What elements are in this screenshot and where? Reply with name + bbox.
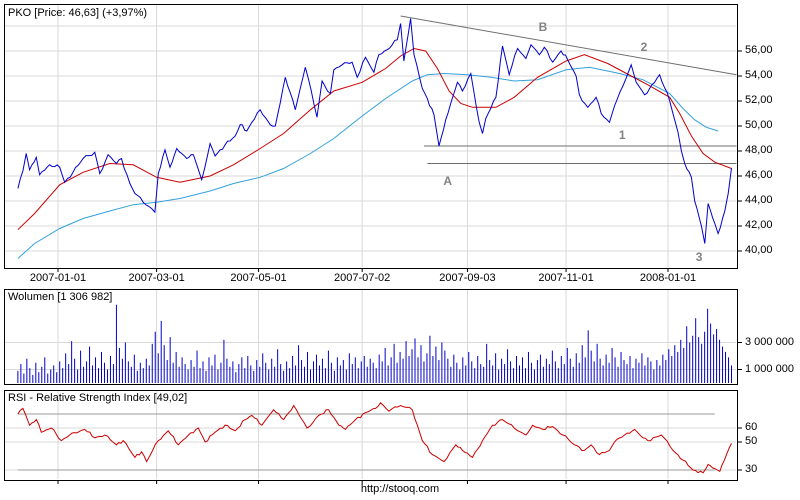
rsi-axis-label: 60 [745,421,758,433]
rsi-panel-border [4,390,738,481]
price-axis-label: 52,00 [745,94,773,106]
annotation-1: 1 [618,127,626,142]
volume-axis-label: 3 000 000 [745,335,794,348]
ma-fast-line [17,47,732,231]
price-axis-label: 44,00 [745,194,773,206]
volume-panel-border [4,289,738,385]
annotation-3: 3 [695,250,703,265]
date-axis-label: 2008-01-01 [639,272,697,284]
price-panel-border [4,4,738,269]
price-panel-title: PKO [Price: 46,63] (+3,97%) [8,7,148,19]
price-axis-label: 50,00 [745,119,773,131]
date-axis-label: 2007-01-01 [29,272,87,284]
annotation-2: 2 [640,40,648,55]
rsi-panel-title: RSI - Relative Strength Index [49,02] [8,392,188,404]
price-axis-label: 48,00 [745,144,773,156]
ma-slow-line [17,66,719,259]
price-axis-label: 46,00 [745,169,773,181]
date-axis-label: 2007-07-02 [334,272,391,284]
rsi-axis-label: 30 [745,463,758,475]
price-axis-label: 42,00 [745,219,773,231]
date-axis-label: 2007-11-01 [538,272,594,284]
annotation-a: A [443,174,453,188]
source-url: http://stooq.com [360,483,440,495]
price-axis-label: 56,00 [745,44,773,56]
price-axis-label: 40,00 [745,244,773,256]
annotation-b: B [538,20,548,35]
rsi-axis-label: 50 [745,435,758,447]
trendline-resistance [400,15,737,76]
date-axis-label: 2007-09-03 [439,272,496,284]
volume-panel-title: Wolumen [1 306 982] [8,291,113,303]
volume-axis-label: 1 000 000 [745,362,794,375]
price-line [17,18,732,244]
date-axis-label: 2007-05-01 [230,272,287,284]
rsi-line [17,402,732,474]
price-axis-label: 54,00 [745,69,773,81]
date-axis-label: 2007-03-01 [128,272,185,284]
